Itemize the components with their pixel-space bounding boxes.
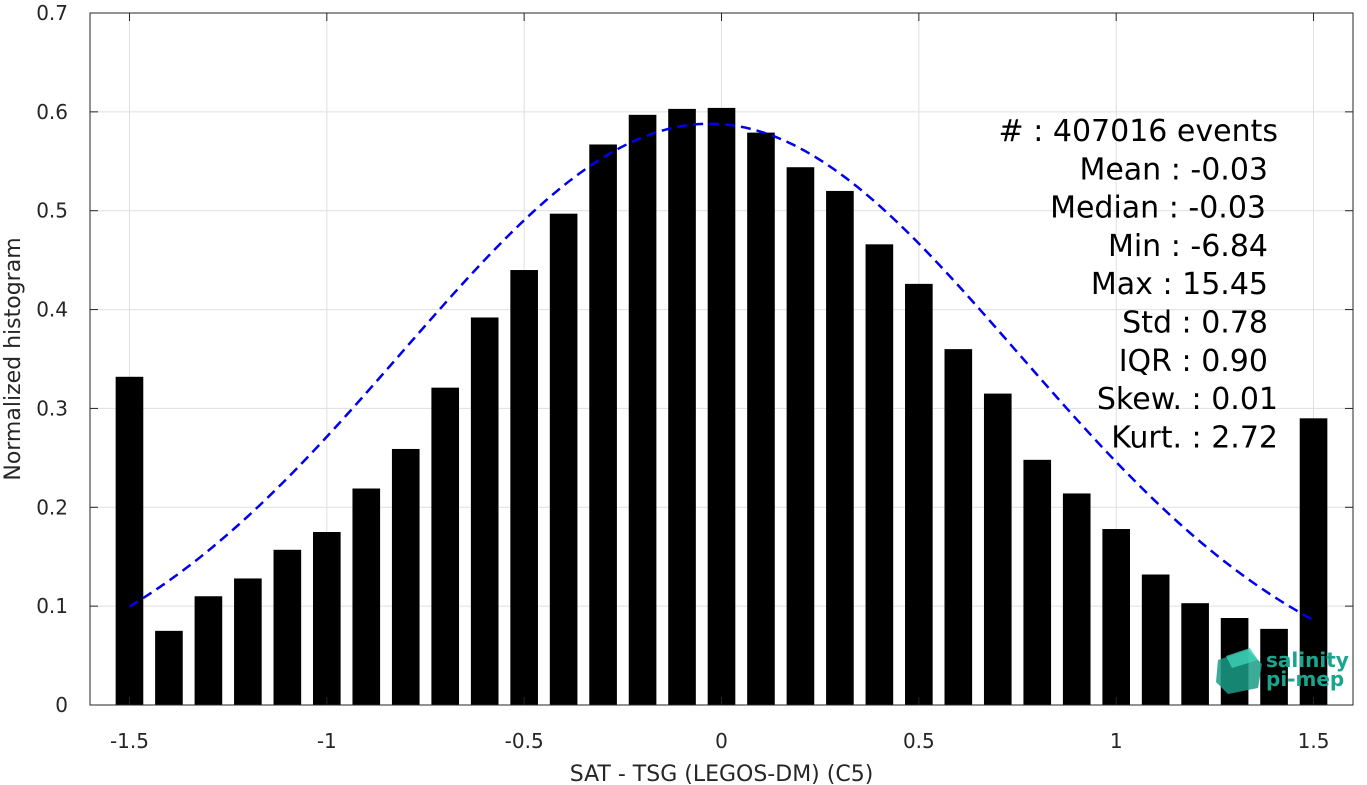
- histogram-bar: [1181, 603, 1209, 705]
- histogram-bar: [470, 317, 499, 705]
- normal-fit-curve: [128, 122, 1315, 622]
- histogram-bar: [1141, 574, 1170, 705]
- logo-text-salinity: salinity: [1266, 648, 1349, 672]
- x-tick-labels: -1.5 -1 -0.5 0 0.5 1 1.5: [110, 729, 1329, 753]
- y-tick-label: 0.1: [36, 594, 68, 618]
- histogram-bar: [628, 114, 657, 705]
- logo-icon-shade: [1226, 648, 1258, 668]
- x-axis-label: SAT - TSG (LEGOS-DM) (C5): [570, 762, 874, 785]
- stats-line: Median : -0.03: [1050, 191, 1266, 226]
- histogram-bar: [1062, 493, 1091, 705]
- axis-ticks: [90, 12, 1353, 706]
- y-tick-label: 0.7: [36, 1, 68, 25]
- histogram-bar: [668, 108, 696, 706]
- y-tick-label: 0.6: [36, 100, 68, 124]
- y-tick-label: 0.2: [36, 495, 68, 519]
- histogram-bar: [1260, 628, 1288, 705]
- histogram-bar: [549, 213, 578, 705]
- stats-line: IQR : 0.90: [1119, 344, 1268, 379]
- histogram-bar: [944, 349, 973, 705]
- stats-line: Kurt. : 2.72: [1111, 420, 1278, 455]
- stats-line: Max : 15.45: [1091, 267, 1268, 302]
- histogram-bar: [589, 144, 617, 706]
- histogram-bar: [155, 630, 183, 705]
- histogram-bar: [194, 596, 223, 705]
- histogram-bar: [865, 244, 894, 705]
- stats-line: Mean : -0.03: [1079, 152, 1268, 187]
- histogram-bar: [391, 448, 420, 705]
- y-tick-label: 0.4: [36, 298, 68, 322]
- y-tick-label: 0: [55, 693, 68, 717]
- histogram-bar: [747, 132, 775, 706]
- x-tick-label: -0.5: [505, 729, 544, 753]
- x-tick-label: 0.5: [903, 729, 935, 753]
- x-tick-label: -1.5: [110, 729, 149, 753]
- histogram-bars: [115, 107, 1328, 706]
- histogram-bar: [1102, 529, 1131, 705]
- histogram-bar: [115, 376, 144, 705]
- stats-line: Std : 0.78: [1122, 306, 1268, 341]
- histogram-bar: [352, 488, 381, 705]
- histogram-bar: [905, 283, 933, 705]
- histogram-bar: [510, 270, 538, 705]
- x-tick-label: 1.5: [1298, 729, 1330, 753]
- x-tick-label: 0: [715, 729, 728, 753]
- histogram-bar: [826, 190, 854, 705]
- y-tick-label: 0.3: [36, 396, 68, 420]
- histogram-bar: [431, 387, 460, 705]
- histogram-bar: [707, 107, 736, 706]
- stats-line: Min : -6.84: [1108, 229, 1268, 264]
- logo-text-pi-mep: pi-mep: [1266, 667, 1344, 691]
- histogram-bar: [786, 167, 815, 705]
- histogram-bar: [312, 532, 341, 705]
- histogram-bar: [234, 578, 262, 705]
- stats-line: Skew. : 0.01: [1097, 382, 1278, 417]
- salinity-pi-mep-logo: salinity pi-mep: [1216, 648, 1349, 694]
- histogram-bar: [983, 393, 1012, 705]
- x-tick-label: 1: [1110, 729, 1123, 753]
- histogram-bar: [273, 549, 302, 705]
- histogram-bar: [1023, 459, 1052, 705]
- y-tick-labels: 0 0.1 0.2 0.3 0.4 0.5 0.6 0.7: [36, 1, 68, 717]
- y-tick-label: 0.5: [36, 199, 68, 223]
- stats-line: # : 407016 events: [999, 114, 1278, 149]
- x-tick-label: -1: [317, 729, 337, 753]
- y-axis-label: Normalized histogram: [1, 237, 26, 480]
- histogram-bar: [1299, 418, 1328, 705]
